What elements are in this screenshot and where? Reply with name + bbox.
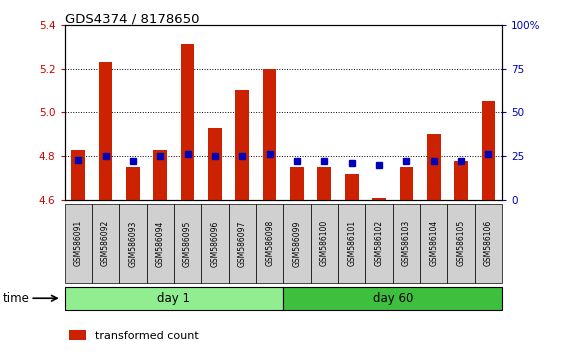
Text: GSM586105: GSM586105 [457, 220, 466, 267]
Bar [208, 128, 222, 200]
Text: GSM586093: GSM586093 [128, 220, 137, 267]
Bar [229, 204, 256, 283]
Bar [393, 204, 420, 283]
Bar [65, 287, 283, 310]
Text: GSM586104: GSM586104 [429, 220, 438, 267]
Bar [318, 167, 331, 200]
Bar [69, 330, 86, 340]
Bar [174, 204, 201, 283]
Bar [399, 167, 413, 200]
Text: GSM586094: GSM586094 [156, 220, 165, 267]
Bar [290, 167, 304, 200]
Text: GDS4374 / 8178650: GDS4374 / 8178650 [65, 12, 199, 25]
Bar [454, 161, 468, 200]
Bar [365, 204, 393, 283]
Text: GSM586106: GSM586106 [484, 220, 493, 267]
Bar [119, 204, 146, 283]
Bar [181, 45, 195, 200]
Bar [420, 204, 448, 283]
Bar [345, 174, 358, 200]
Bar [201, 204, 229, 283]
Text: GSM586101: GSM586101 [347, 220, 356, 267]
Text: GSM586098: GSM586098 [265, 220, 274, 267]
Text: GSM586092: GSM586092 [101, 220, 110, 267]
Bar [283, 204, 311, 283]
Text: transformed count: transformed count [95, 331, 199, 341]
Bar [256, 204, 283, 283]
Text: GSM586102: GSM586102 [375, 220, 384, 267]
Bar [65, 204, 92, 283]
Bar [126, 167, 140, 200]
Bar [236, 91, 249, 200]
Bar [338, 204, 365, 283]
Text: day 60: day 60 [373, 292, 413, 305]
Text: GSM586095: GSM586095 [183, 220, 192, 267]
Bar [372, 198, 386, 200]
Bar [283, 287, 502, 310]
Text: time: time [3, 292, 30, 305]
Text: GSM586097: GSM586097 [238, 220, 247, 267]
Bar [427, 134, 440, 200]
Bar [99, 62, 112, 200]
Bar [153, 150, 167, 200]
Bar [92, 204, 119, 283]
Text: day 1: day 1 [158, 292, 190, 305]
Bar [481, 102, 495, 200]
Bar [448, 204, 475, 283]
Text: GSM586091: GSM586091 [73, 220, 82, 267]
Bar [475, 204, 502, 283]
Text: GSM586099: GSM586099 [292, 220, 301, 267]
Bar [146, 204, 174, 283]
Bar [263, 69, 277, 200]
Text: GSM586100: GSM586100 [320, 220, 329, 267]
Text: GSM586103: GSM586103 [402, 220, 411, 267]
Bar [311, 204, 338, 283]
Text: GSM586096: GSM586096 [210, 220, 219, 267]
Bar [71, 150, 85, 200]
